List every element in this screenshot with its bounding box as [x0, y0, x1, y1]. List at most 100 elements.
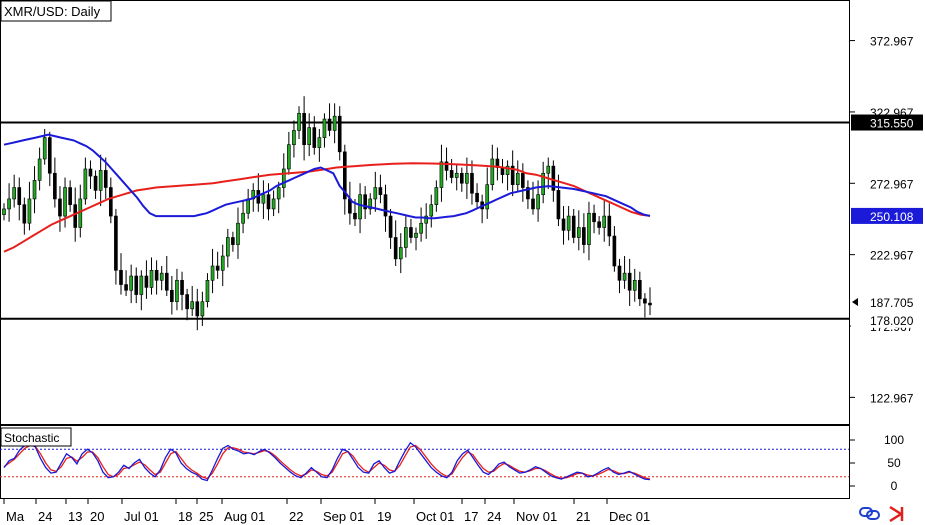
candle — [607, 203, 612, 247]
candle — [541, 161, 545, 204]
candle — [510, 150, 515, 197]
candle — [83, 157, 88, 205]
candle — [190, 285, 195, 316]
candle — [175, 268, 179, 311]
candle — [47, 131, 52, 187]
candle — [576, 210, 581, 251]
candle — [149, 257, 154, 295]
candle — [409, 218, 413, 244]
x-tick-label: 17 — [464, 509, 478, 524]
link-icon[interactable] — [859, 507, 880, 520]
candle — [292, 120, 296, 158]
candle — [348, 181, 352, 225]
candle — [2, 203, 6, 221]
candle — [114, 208, 118, 285]
candle — [185, 288, 189, 321]
svg-text:187.705: 187.705 — [870, 296, 914, 310]
candle — [337, 106, 342, 161]
candle — [180, 271, 184, 311]
candle — [327, 103, 332, 137]
x-tick-label: Aug 01 — [224, 509, 265, 524]
candle — [98, 154, 103, 207]
candle — [32, 166, 37, 214]
candle — [37, 147, 42, 191]
svg-text:178.020: 178.020 — [870, 314, 914, 328]
x-tick-label: Jul 01 — [124, 509, 159, 524]
candle — [622, 256, 627, 289]
candle — [220, 244, 225, 286]
candle — [627, 258, 632, 306]
candle — [587, 201, 591, 261]
candle — [27, 181, 32, 231]
candle — [648, 287, 652, 315]
candle — [134, 267, 139, 304]
y-tick-label: 372.967 — [870, 35, 914, 49]
candle — [103, 157, 108, 199]
candle — [88, 160, 93, 189]
x-tick-label: 24 — [38, 509, 52, 524]
candle — [7, 183, 11, 222]
stochastic-tick-label: 0 — [891, 479, 898, 493]
candle — [449, 158, 454, 184]
x-tick-label: 22 — [289, 509, 303, 524]
x-tick-label: 24 — [487, 509, 501, 524]
moving-average-red — [3, 162, 651, 253]
candle — [459, 167, 464, 192]
candle — [358, 183, 362, 234]
candle — [480, 194, 484, 224]
candle — [246, 188, 250, 219]
candle — [531, 181, 535, 215]
x-tick-label: 25 — [199, 509, 213, 524]
x-tick-label: 18 — [178, 509, 192, 524]
candle — [210, 248, 215, 294]
candle — [419, 207, 423, 242]
price-label-last-price: 187.705 — [851, 293, 923, 310]
candle — [124, 270, 128, 296]
chart-title: XMR/USD: Daily — [4, 4, 101, 19]
candle — [566, 206, 571, 241]
candle — [612, 226, 617, 272]
x-tick-label: 19 — [377, 509, 391, 524]
candle — [154, 260, 159, 295]
candle — [500, 158, 505, 184]
candle — [312, 116, 317, 155]
candle — [398, 233, 403, 274]
candle — [617, 258, 622, 294]
candle — [582, 213, 586, 254]
candle — [515, 160, 520, 192]
candle — [526, 180, 530, 209]
candle — [307, 113, 312, 157]
candle — [383, 184, 388, 232]
candle — [266, 183, 271, 221]
candle — [602, 200, 607, 242]
candle — [170, 276, 174, 315]
candle — [12, 174, 16, 208]
candle — [342, 144, 347, 215]
candle — [424, 203, 429, 239]
candle — [231, 231, 235, 252]
candle — [241, 200, 245, 234]
candle — [205, 273, 210, 308]
candle — [332, 103, 337, 144]
x-tick-label: 13 — [68, 509, 82, 524]
candle — [302, 96, 306, 161]
candle — [68, 180, 72, 212]
candle — [368, 193, 373, 215]
stochastic-k-line — [3, 441, 651, 482]
y-tick-label: 272.967 — [870, 177, 914, 191]
candle — [119, 253, 123, 295]
candle — [225, 228, 230, 268]
candle — [388, 208, 393, 249]
chart-title-box — [0, 0, 112, 22]
candle — [592, 204, 596, 234]
candle — [297, 106, 301, 140]
price-label-support: 178.020 — [851, 311, 923, 328]
moving-average-blue — [3, 133, 651, 220]
candle — [139, 270, 144, 311]
candle — [236, 207, 240, 259]
price-label-moving-average: 250.108 — [851, 207, 923, 224]
svg-text:315.550: 315.550 — [870, 117, 914, 131]
arrow-right-icon[interactable] — [889, 505, 904, 523]
candle — [144, 260, 149, 299]
